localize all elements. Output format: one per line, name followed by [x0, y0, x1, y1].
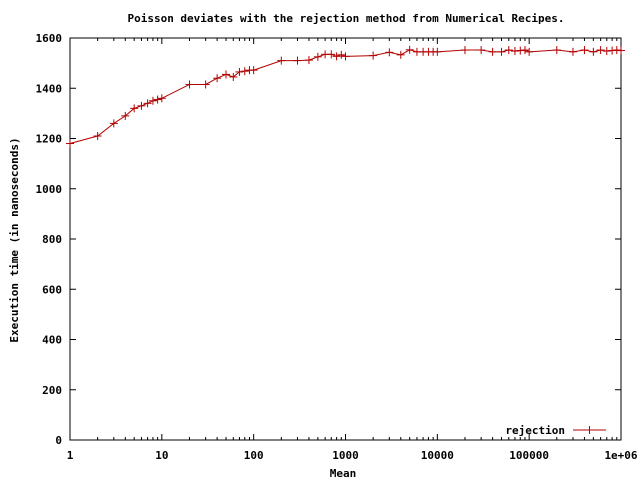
x-tick-label: 10000 [421, 449, 454, 462]
data-point [516, 46, 525, 55]
data-point [612, 46, 621, 55]
y-axis-label: Execution time (in nanoseconds) [8, 137, 21, 342]
legend: rejection [505, 424, 606, 437]
data-point [332, 52, 341, 61]
data-point [157, 94, 166, 103]
data-point [433, 47, 442, 56]
legend-label: rejection [505, 424, 565, 437]
data-point [596, 46, 605, 55]
data-point [568, 47, 577, 56]
data-point [201, 80, 210, 89]
data-point [488, 47, 497, 56]
data-point [153, 95, 162, 104]
data-point [121, 111, 130, 120]
y-tick-label: 200 [42, 384, 62, 397]
data-point [277, 56, 286, 65]
data-point [460, 46, 469, 55]
data-point [137, 101, 146, 110]
x-axis-label: Mean [330, 467, 357, 480]
data-point [143, 99, 152, 108]
y-tick-label: 1400 [36, 82, 63, 95]
data-point [520, 46, 529, 55]
data-point [222, 70, 231, 79]
y-tick-label: 600 [42, 283, 62, 296]
x-tick-label: 10 [155, 449, 168, 462]
y-tick-label: 400 [42, 334, 62, 347]
data-point [304, 56, 313, 65]
y-tick-label: 0 [55, 434, 62, 447]
data-point [148, 96, 157, 105]
y-tick-label: 1600 [36, 32, 63, 45]
data-point [552, 46, 561, 55]
data-point [185, 80, 194, 89]
data-point [66, 139, 74, 148]
series-line-rejection [69, 49, 622, 145]
data-point [369, 51, 378, 60]
data-point [525, 47, 534, 56]
data-point [130, 104, 139, 113]
data-point [385, 48, 394, 57]
data-point [617, 46, 625, 55]
data-point [396, 50, 405, 59]
x-tick-label: 1 [67, 449, 74, 462]
data-point [497, 47, 506, 56]
data-point [510, 47, 519, 56]
data-point [93, 131, 102, 140]
data-point [249, 66, 258, 75]
data-point [405, 45, 414, 54]
series [66, 45, 625, 148]
x-tick-label: 100 [244, 449, 264, 462]
data-point [235, 67, 244, 76]
y-tick-label: 1000 [36, 183, 63, 196]
ticks: 0 200 400 600 800 1000 1200 1400 1600 1 10 100 1000 1… [36, 32, 638, 462]
x-tick-label: 1e+06 [604, 449, 637, 462]
chart-title: Poisson deviates with the rejection meth… [127, 12, 564, 25]
x-tick-label: 100000 [509, 449, 549, 462]
data-point [240, 67, 249, 76]
data-point [608, 46, 617, 55]
data-point [313, 52, 322, 61]
data-point [477, 46, 486, 55]
data-point [213, 74, 222, 83]
x-tick-label: 1000 [332, 449, 359, 462]
y-tick-label: 800 [42, 233, 62, 246]
data-point [327, 50, 336, 59]
data-point [602, 47, 611, 56]
data-point [229, 72, 238, 81]
data-point [341, 52, 350, 61]
data-point [589, 47, 598, 56]
data-point [580, 46, 589, 55]
data-point [337, 50, 346, 59]
y-tick-label: 1200 [36, 133, 63, 146]
data-point [293, 56, 302, 65]
data-point [504, 46, 513, 55]
data-point [109, 119, 118, 128]
